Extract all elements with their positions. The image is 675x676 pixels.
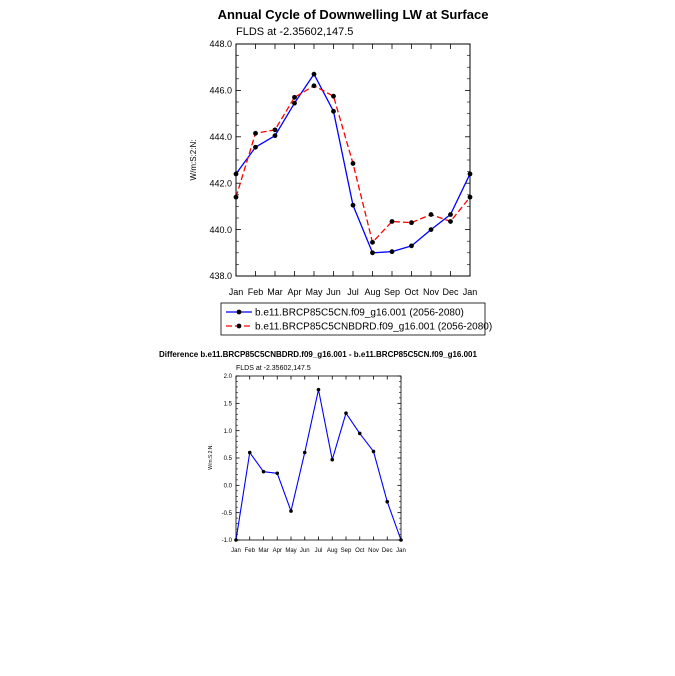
legend-marker-series-2	[236, 323, 242, 329]
data-point-series-2	[370, 239, 375, 245]
y-tick-label: -0.5	[222, 511, 233, 517]
data-point-series-1	[311, 71, 317, 77]
chart1-subtitle: FLDS at -2.35602,147.5	[236, 26, 353, 38]
chart2-y-axis-label: W/m:S:2:N:	[208, 444, 214, 470]
x-tick-label: Aug	[327, 548, 338, 554]
x-tick-label: Mar	[258, 548, 268, 554]
chart-difference: Difference b.e11.BRCP85C5CNBDRD.f09_g16.…	[159, 350, 477, 554]
y-tick-label: 0.0	[224, 483, 233, 489]
chart1-plot-frame	[235, 43, 471, 277]
y-tick-label: 2.0	[224, 374, 233, 380]
x-tick-label: Apr	[287, 287, 301, 297]
data-point-series-1	[247, 450, 252, 455]
x-tick-label: Jun	[326, 287, 341, 297]
data-point-series-1	[371, 449, 376, 454]
data-point-series-1	[344, 411, 348, 415]
data-point-series-1	[428, 227, 434, 233]
legend-label-series-1: b.e11.BRCP85C5CN.f09_g16.001 (2056-2080)	[255, 308, 464, 319]
data-point-series-2	[448, 219, 453, 224]
y-tick-label: 438.0	[209, 271, 232, 281]
x-tick-label: Feb	[248, 287, 264, 297]
x-tick-label: Feb	[245, 548, 256, 554]
data-point-series-2	[311, 83, 317, 89]
x-tick-label: May	[285, 548, 296, 554]
x-tick-label: Dec	[442, 287, 459, 297]
x-tick-label: Sep	[341, 548, 352, 554]
chart1-legend: b.e11.BRCP85C5CN.f09_g16.001 (2056-2080)…	[220, 302, 492, 336]
x-tick-label: Aug	[364, 287, 380, 297]
legend-item-series-2: b.e11.BRCP85C5CNBDRD.f09_g16.001 (2056-2…	[226, 322, 492, 333]
data-point-series-2	[292, 94, 297, 100]
data-point-series-1	[275, 471, 280, 476]
data-point-series-2	[331, 93, 336, 99]
x-tick-label: Nov	[423, 287, 440, 297]
data-point-series-1	[350, 202, 356, 208]
chart2-plot-frame	[235, 375, 402, 541]
data-point-series-1	[357, 431, 362, 436]
x-tick-label: Jan	[231, 548, 241, 554]
y-tick-label: 440.0	[209, 225, 232, 235]
x-tick-label: Jun	[300, 548, 310, 554]
data-point-series-1	[409, 243, 414, 249]
data-point-series-1	[292, 100, 297, 106]
y-tick-label: 446.0	[209, 86, 232, 96]
data-point-series-1	[302, 450, 307, 455]
chart1-title: Annual Cycle of Downwelling LW at Surfac…	[218, 7, 489, 22]
x-tick-label: Jan	[396, 548, 406, 554]
chart-annual-cycle: Annual Cycle of Downwelling LW at Surfac…	[189, 7, 492, 336]
data-point-series-2	[409, 220, 414, 226]
x-tick-label: Jan	[463, 287, 478, 297]
data-point-series-2	[253, 130, 258, 136]
legend-item-series-1: b.e11.BRCP85C5CN.f09_g16.001 (2056-2080)	[226, 308, 464, 319]
data-point-series-2	[272, 127, 278, 133]
x-tick-label: Nov	[368, 548, 379, 554]
data-point-series-1	[253, 144, 258, 150]
chart2-title: Difference b.e11.BRCP85C5CNBDRD.f09_g16.…	[159, 350, 477, 359]
legend-marker-series-1	[236, 309, 242, 315]
y-tick-label: 448.0	[209, 39, 232, 49]
data-point-series-1	[331, 108, 336, 114]
x-tick-label: Oct	[355, 548, 365, 554]
y-tick-label: 1.5	[224, 401, 233, 407]
x-tick-label: Jul	[315, 548, 323, 554]
data-point-series-1	[316, 387, 321, 392]
x-tick-label: Oct	[404, 287, 419, 297]
y-tick-label: 0.5	[224, 456, 233, 462]
x-tick-label: Jul	[347, 287, 359, 297]
data-point-series-1	[385, 499, 390, 504]
data-point-series-1	[261, 469, 266, 474]
data-point-series-1	[370, 250, 375, 256]
x-tick-label: Mar	[267, 287, 283, 297]
y-tick-label: 1.0	[224, 429, 233, 435]
y-tick-label: 442.0	[209, 178, 232, 188]
x-tick-label: Sep	[384, 287, 400, 297]
data-point-series-1	[289, 509, 293, 513]
data-point-series-1	[448, 212, 453, 217]
legend-frame	[220, 302, 486, 336]
chart2-subtitle: FLDS at -2.35602,147.5	[236, 365, 311, 372]
data-point-series-1	[330, 457, 335, 462]
data-point-series-1	[272, 133, 278, 139]
data-point-series-2	[428, 212, 434, 217]
y-tick-label: -1.0	[222, 538, 233, 544]
y-tick-label: 444.0	[209, 132, 232, 142]
legend-label-series-2: b.e11.BRCP85C5CNBDRD.f09_g16.001 (2056-2…	[255, 322, 492, 333]
x-tick-label: Apr	[273, 548, 282, 554]
x-tick-label: Dec	[382, 548, 393, 554]
x-tick-label: Jan	[229, 287, 244, 297]
data-point-series-2	[389, 219, 395, 224]
data-point-series-2	[350, 161, 356, 166]
x-tick-label: May	[305, 287, 323, 297]
data-point-series-1	[389, 249, 395, 255]
chart1-y-axis-label: W/m:S:2:N:	[189, 140, 198, 181]
